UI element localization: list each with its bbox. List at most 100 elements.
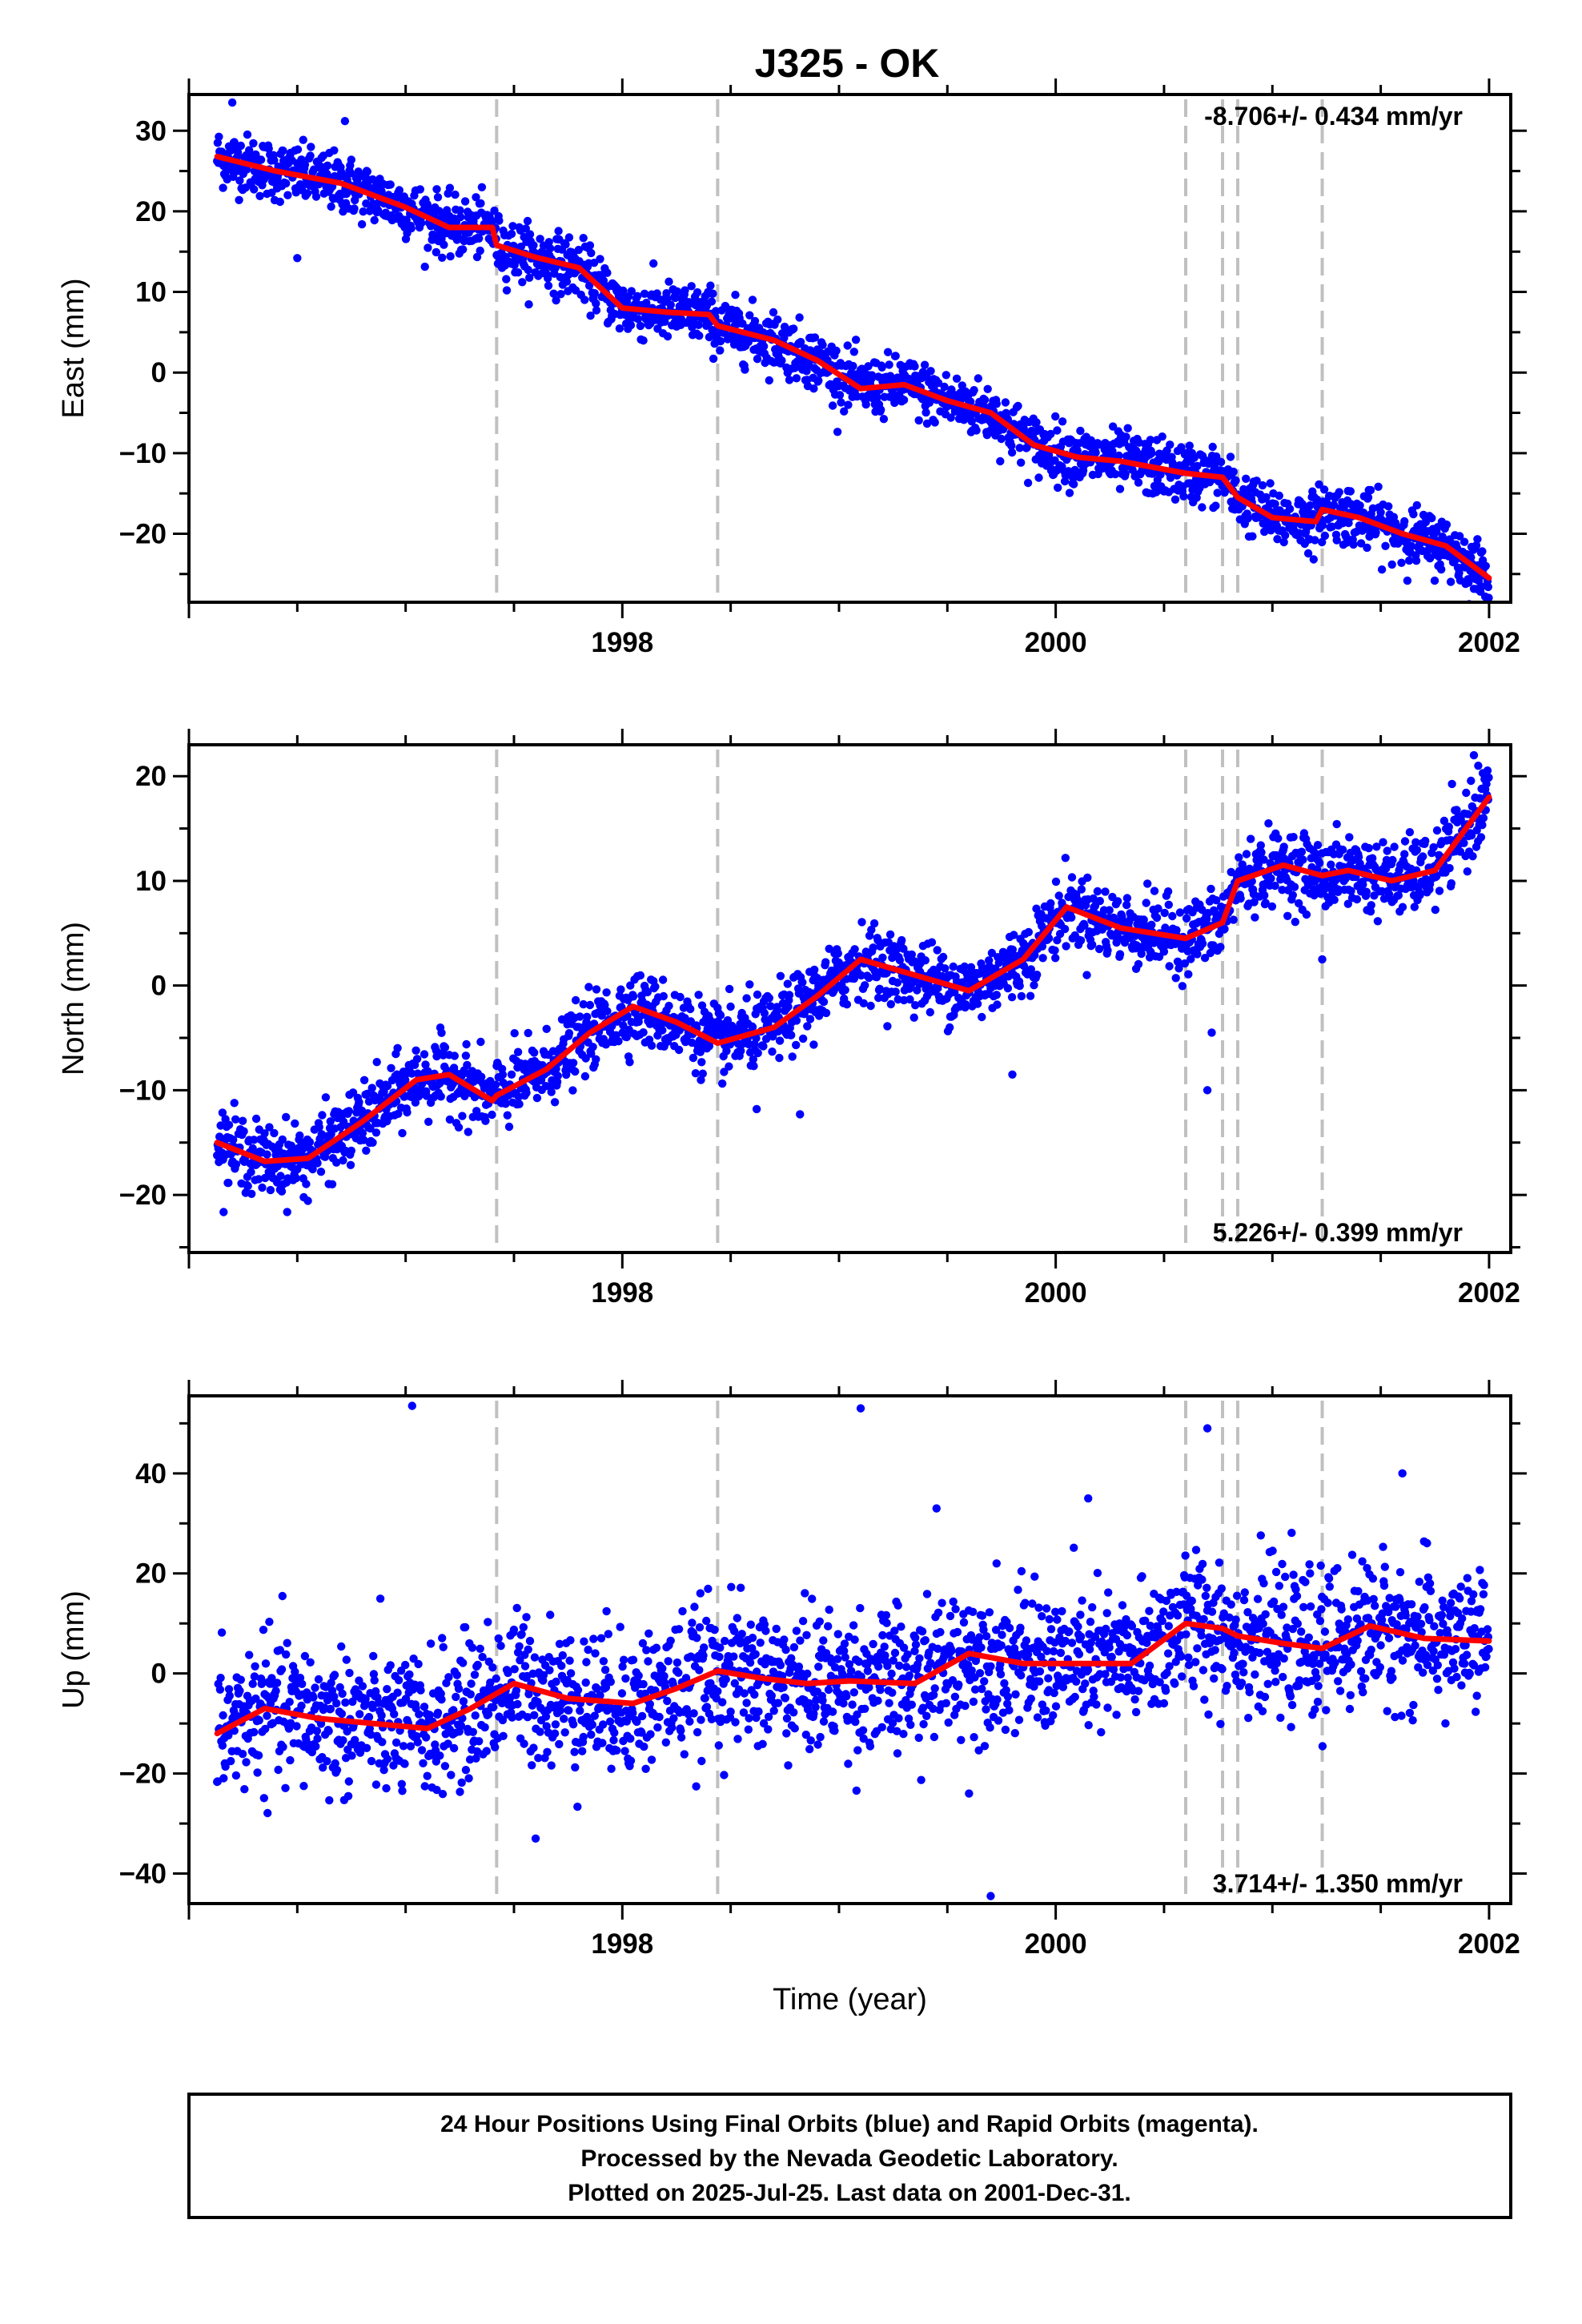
- data-point: [587, 248, 596, 258]
- data-point: [1418, 546, 1427, 556]
- data-point: [1431, 905, 1440, 915]
- data-point: [803, 1022, 812, 1031]
- data-point: [522, 1088, 531, 1098]
- data-point: [773, 315, 782, 324]
- data-point: [1065, 489, 1074, 497]
- data-point: [849, 348, 859, 356]
- data-point: [459, 1697, 468, 1706]
- data-point: [1412, 501, 1422, 510]
- data-point: [1462, 788, 1471, 798]
- data-point: [967, 417, 976, 426]
- data-point: [1464, 578, 1473, 587]
- data-point: [462, 1039, 471, 1049]
- data-point: [1429, 842, 1438, 852]
- data-point: [342, 1655, 351, 1664]
- data-point: [504, 1668, 512, 1678]
- y-axis-label: East (mm): [57, 278, 90, 418]
- data-point: [460, 1622, 470, 1632]
- data-point: [759, 342, 769, 351]
- data-point: [938, 952, 948, 962]
- data-point: [358, 1682, 367, 1691]
- data-point: [1062, 942, 1070, 951]
- data-point: [420, 1703, 429, 1711]
- data-point: [626, 320, 636, 330]
- data-point: [1024, 927, 1034, 937]
- data-point: [1177, 443, 1186, 452]
- data-point: [891, 352, 900, 360]
- data-point: [589, 259, 599, 267]
- data-point: [335, 1683, 344, 1692]
- data-point: [1427, 513, 1436, 523]
- data-point: [1076, 426, 1085, 436]
- data-point: [580, 296, 589, 304]
- data-point: [689, 1053, 698, 1063]
- data-point: [1198, 503, 1207, 512]
- data-point: [530, 1711, 539, 1719]
- data-point: [788, 1052, 797, 1061]
- data-point: [1444, 822, 1454, 831]
- data-point: [1421, 836, 1430, 846]
- data-point: [440, 1762, 450, 1771]
- data-point: [525, 230, 535, 239]
- data-point: [749, 1062, 758, 1071]
- data-point: [844, 400, 853, 409]
- data-point: [640, 289, 649, 298]
- data-point: [821, 1008, 831, 1018]
- data-point: [1455, 569, 1464, 577]
- data-point: [783, 979, 792, 988]
- data-point: [1193, 950, 1202, 959]
- data-point: [738, 319, 747, 328]
- data-point: [748, 296, 757, 304]
- data-point: [491, 1743, 500, 1751]
- data-point: [934, 379, 943, 388]
- data-point: [283, 1208, 291, 1216]
- data-point: [1394, 891, 1403, 900]
- data-point-outlier: [1469, 750, 1479, 760]
- data-point: [495, 216, 504, 225]
- data-point: [753, 355, 762, 364]
- data-point: [414, 1659, 423, 1669]
- data-point: [942, 371, 951, 380]
- data-point: [859, 999, 868, 1008]
- data-point: [263, 1150, 271, 1159]
- data-point: [1311, 850, 1320, 858]
- data-point: [270, 1128, 279, 1138]
- data-point: [1108, 447, 1117, 456]
- data-point: [464, 1128, 472, 1136]
- data-point: [1283, 911, 1292, 921]
- data-point: [798, 1034, 808, 1043]
- data-point: [1121, 469, 1130, 478]
- data-point: [473, 1660, 482, 1670]
- data-point: [1122, 894, 1132, 903]
- data-point: [1330, 895, 1339, 904]
- data-point: [1184, 970, 1193, 979]
- data-point-outlier: [752, 1104, 761, 1114]
- data-point: [1407, 541, 1416, 551]
- data-point: [250, 1672, 259, 1681]
- data-point: [476, 1037, 485, 1047]
- data-point: [454, 1123, 464, 1132]
- data-point: [522, 1613, 531, 1622]
- data-point: [1388, 855, 1397, 865]
- data-point: [468, 1643, 477, 1652]
- data-point: [796, 337, 805, 347]
- data-point: [697, 1076, 705, 1084]
- data-point: [1114, 934, 1123, 943]
- data-point: [1158, 432, 1166, 441]
- data-point: [1051, 954, 1060, 963]
- data-point: [649, 259, 658, 268]
- data-point: [974, 374, 983, 383]
- data-point: [447, 1771, 456, 1779]
- data-point: [363, 1089, 371, 1099]
- data-point: [752, 1034, 761, 1043]
- data-point: [227, 1756, 235, 1766]
- data-point: [857, 918, 866, 927]
- data-point: [1032, 418, 1041, 427]
- data-point: [416, 1686, 425, 1695]
- data-point: [446, 251, 455, 261]
- data-point: [587, 1049, 596, 1058]
- data-point: [405, 1670, 414, 1679]
- data-point: [501, 1100, 510, 1108]
- data-point: [477, 183, 487, 191]
- data-point: [456, 212, 465, 222]
